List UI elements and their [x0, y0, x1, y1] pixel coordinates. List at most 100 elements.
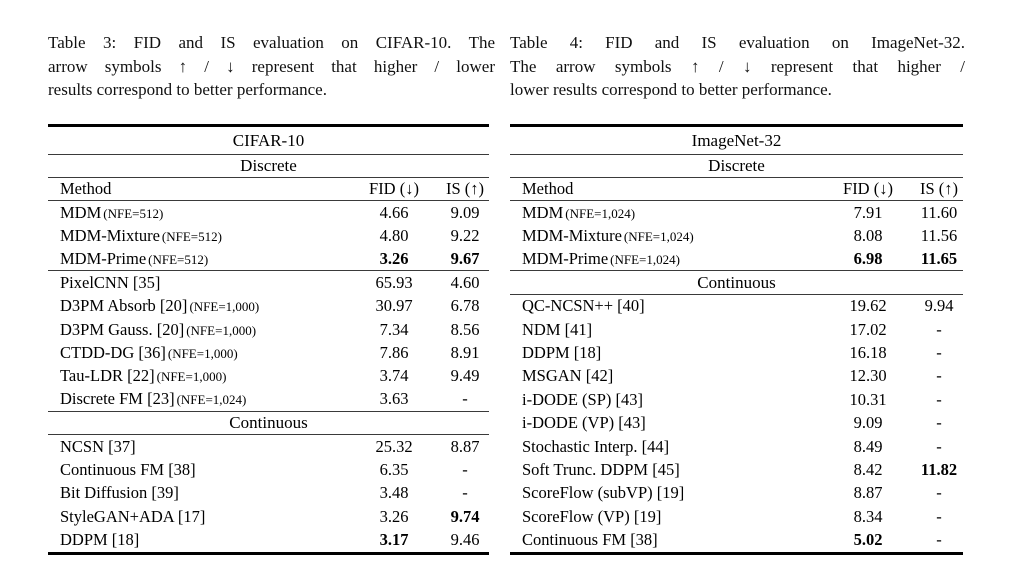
table-row: MDM-Mixture (NFE=1,024) 8.08 11.56 [510, 225, 963, 248]
table-row: CTDD-DG [36] (NFE=1,000) 7.86 8.91 [48, 342, 489, 365]
title-row: CIFAR-10 [48, 127, 489, 155]
method-name: MDM-Mixture [522, 226, 622, 246]
caption-line: The arrow symbols ↑ / ↓ represent that h… [510, 56, 965, 76]
fid-value: 8.87 [853, 483, 883, 503]
caption-line: arrow symbols ↑ / ↓ represent that highe… [48, 56, 495, 76]
imagenet32-results-table: ImageNet-32 Discrete Method FID (↓) IS (↑) MD… [510, 123, 963, 556]
method-name: MSGAN [42] [522, 366, 614, 386]
is-value: 11.60 [920, 202, 958, 222]
is-value: - [936, 413, 942, 433]
section-label: Continuous [697, 273, 776, 293]
fid-value: 8.42 [853, 460, 883, 480]
method-cell: i-DODE (SP) [43] [510, 389, 821, 409]
is-value: 8.91 [450, 343, 480, 363]
method-cell: Continuous FM [38] [48, 460, 347, 480]
table-row: DDPM [18] 16.18 - [510, 342, 963, 365]
method-cell: D3PM Gauss. [20] (NFE=1,000) [48, 319, 347, 339]
method-cell: Continuous FM [38] [510, 530, 821, 550]
table-row: NCSN [37] 25.32 8.87 [48, 435, 489, 458]
method-cell: StyleGAN+ADA [17] [48, 508, 347, 526]
fid-value: 5.02 [853, 530, 883, 550]
method-name: PixelCNN [35] [60, 272, 161, 292]
method-cell: CTDD-DG [36] (NFE=1,000) [48, 344, 347, 362]
method-cell: MDM (NFE=512) [48, 202, 347, 222]
method-name: Method [522, 178, 574, 198]
table-row: MDM-Prime (NFE=1,024) 6.98 11.65 [510, 248, 963, 272]
method-cell: Tau-LDR [22] (NFE=1,000) [48, 368, 347, 385]
dataset-title: CIFAR-10 [232, 130, 305, 150]
method-cell: MDM-Prime (NFE=512) [48, 250, 347, 268]
table-row: i-DODE (VP) [43] 9.09 - [510, 412, 963, 435]
is-value: - [936, 483, 942, 503]
method-name: ScoreFlow (subVP) [19] [522, 483, 685, 503]
table4-caption: Table 4: FID and IS evaluation on ImageN… [510, 31, 965, 102]
method-name: Discrete FM [23] [60, 389, 175, 409]
header-row: Method FID (↓) IS (↑) [510, 178, 963, 202]
is-value: 9.74 [450, 506, 480, 526]
method-name: NCSN [37] [60, 436, 136, 456]
table-row: MDM (NFE=1,024) 7.91 11.60 [510, 201, 963, 224]
nfe-note: (NFE=1,000) [156, 369, 227, 385]
method-name: Continuous FM [38] [522, 530, 658, 550]
is-value: 6.78 [450, 296, 480, 316]
method-name: Bit Diffusion [39] [60, 483, 179, 503]
left-column: Table 3: FID and IS evaluation on CIFAR-… [48, 31, 495, 556]
table-row: DDPM [18] 3.17 9.46 [48, 529, 489, 552]
method-name: QC-NCSN++ [40] [522, 296, 645, 316]
group-row: Discrete [48, 155, 489, 178]
method-name: DDPM [18] [522, 343, 602, 363]
caption-line: lower results correspond to better perfo… [510, 80, 832, 99]
method-name: D3PM Gauss. [20] [60, 319, 185, 339]
is-value: - [462, 389, 468, 409]
is-value: - [936, 436, 942, 456]
method-name: Method [60, 178, 112, 198]
fid-value: 8.08 [853, 226, 883, 246]
is-value: - [936, 319, 942, 339]
fid-value: 10.31 [849, 389, 887, 409]
section-label: Continuous [229, 413, 308, 433]
is-value: 9.67 [450, 249, 480, 268]
fid-value: 65.93 [375, 272, 413, 292]
fid-value: 4.80 [379, 226, 409, 246]
method-cell: Discrete FM [23] (NFE=1,024) [48, 391, 347, 408]
nfe-note: (NFE=1,024) [610, 252, 680, 267]
is-value: - [936, 366, 942, 386]
method-cell: MSGAN [42] [510, 368, 821, 385]
nfe-note: (NFE=512) [148, 252, 209, 267]
method-name: Stochastic Interp. [44] [522, 436, 670, 456]
nfe-note: (NFE=1,000) [186, 322, 257, 338]
table-row: Soft Trunc. DDPM [45] 8.42 11.82 [510, 459, 963, 482]
is-value: - [936, 343, 942, 363]
fid-header-cell: FID (↓) [369, 178, 419, 198]
method-cell: MDM-Prime (NFE=1,024) [510, 249, 821, 268]
method-name: ScoreFlow (VP) [19] [522, 506, 662, 526]
method-name: i-DODE (SP) [43] [522, 389, 643, 409]
is-value: - [936, 389, 942, 409]
method-name: MDM-Mixture [60, 226, 160, 246]
fid-value: 8.49 [853, 436, 883, 456]
group-row: Continuous [510, 271, 963, 295]
table-row: D3PM Absorb [20] (NFE=1,000) 30.97 6.78 [48, 295, 489, 318]
group-row: Continuous [48, 412, 489, 436]
method-name: MDM [60, 202, 102, 222]
table-row: Stochastic Interp. [44] 8.49 - [510, 435, 963, 458]
method-name: Continuous FM [38] [60, 460, 196, 480]
is-value: 11.65 [920, 249, 958, 268]
is-value: 4.60 [450, 272, 480, 292]
table-row: MDM (NFE=512) 4.66 9.09 [48, 201, 489, 224]
table-row: NDM [41] 17.02 - [510, 318, 963, 341]
method-cell: D3PM Absorb [20] (NFE=1,000) [48, 298, 347, 315]
table-row: ScoreFlow (subVP) [19] 8.87 - [510, 482, 963, 505]
is-header-cell: IS (↑) [445, 178, 485, 198]
method-name: MDM-Prime [522, 249, 609, 268]
nfe-note: (NFE=1,024) [176, 392, 247, 408]
is-value: 9.46 [450, 530, 480, 550]
method-name: MDM [522, 202, 564, 222]
fid-value: 6.98 [853, 249, 883, 268]
method-cell: NCSN [37] [48, 436, 347, 456]
method-cell: MDM-Mixture (NFE=512) [48, 226, 347, 246]
caption-line: Table 3: FID and IS evaluation on CIFAR-… [48, 33, 495, 52]
fid-value: 30.97 [375, 296, 413, 316]
table-row: D3PM Gauss. [20] (NFE=1,000) 7.34 8.56 [48, 318, 489, 341]
nfe-note: (NFE=1,000) [167, 346, 238, 362]
